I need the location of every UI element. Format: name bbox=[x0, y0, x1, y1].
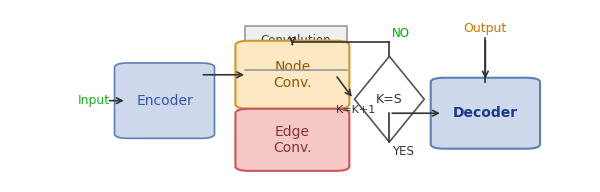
FancyBboxPatch shape bbox=[115, 63, 215, 138]
Text: Node
Conv.: Node Conv. bbox=[273, 60, 311, 90]
Text: Decoder: Decoder bbox=[453, 106, 518, 120]
Text: YES: YES bbox=[392, 145, 413, 158]
Text: Encoder: Encoder bbox=[136, 94, 193, 108]
FancyBboxPatch shape bbox=[235, 41, 349, 109]
Text: Output: Output bbox=[464, 22, 507, 35]
Text: Edge
Conv.: Edge Conv. bbox=[273, 125, 311, 155]
Text: Convolution
Module: Convolution Module bbox=[260, 34, 331, 62]
Polygon shape bbox=[355, 56, 424, 142]
Text: K=K+1: K=K+1 bbox=[336, 105, 376, 115]
FancyBboxPatch shape bbox=[235, 109, 349, 171]
FancyBboxPatch shape bbox=[431, 78, 540, 149]
FancyBboxPatch shape bbox=[245, 26, 347, 168]
Text: K=S: K=S bbox=[376, 93, 403, 106]
Text: Input: Input bbox=[77, 94, 109, 107]
Text: NO: NO bbox=[392, 27, 410, 40]
